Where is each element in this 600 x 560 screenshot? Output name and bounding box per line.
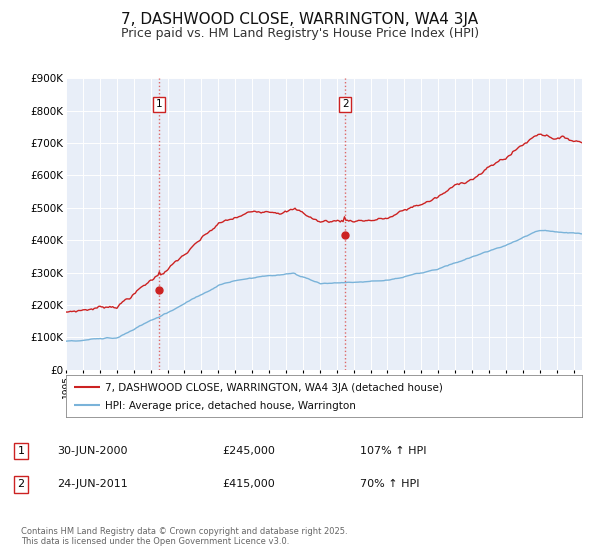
Text: HPI: Average price, detached house, Warrington: HPI: Average price, detached house, Warr…: [104, 402, 356, 411]
Text: £245,000: £245,000: [222, 446, 275, 456]
Text: 107% ↑ HPI: 107% ↑ HPI: [360, 446, 427, 456]
Text: 30-JUN-2000: 30-JUN-2000: [57, 446, 128, 456]
Text: 7, DASHWOOD CLOSE, WARRINGTON, WA4 3JA (detached house): 7, DASHWOOD CLOSE, WARRINGTON, WA4 3JA (…: [104, 383, 443, 393]
Text: 1: 1: [156, 99, 163, 109]
Text: 2: 2: [17, 479, 25, 489]
Text: 7, DASHWOOD CLOSE, WARRINGTON, WA4 3JA: 7, DASHWOOD CLOSE, WARRINGTON, WA4 3JA: [121, 12, 479, 27]
Text: £415,000: £415,000: [222, 479, 275, 489]
Text: 2: 2: [342, 99, 349, 109]
Text: 70% ↑ HPI: 70% ↑ HPI: [360, 479, 419, 489]
Text: 24-JUN-2011: 24-JUN-2011: [57, 479, 128, 489]
Text: 1: 1: [17, 446, 25, 456]
Text: Contains HM Land Registry data © Crown copyright and database right 2025.
This d: Contains HM Land Registry data © Crown c…: [21, 526, 347, 546]
Text: Price paid vs. HM Land Registry's House Price Index (HPI): Price paid vs. HM Land Registry's House …: [121, 27, 479, 40]
